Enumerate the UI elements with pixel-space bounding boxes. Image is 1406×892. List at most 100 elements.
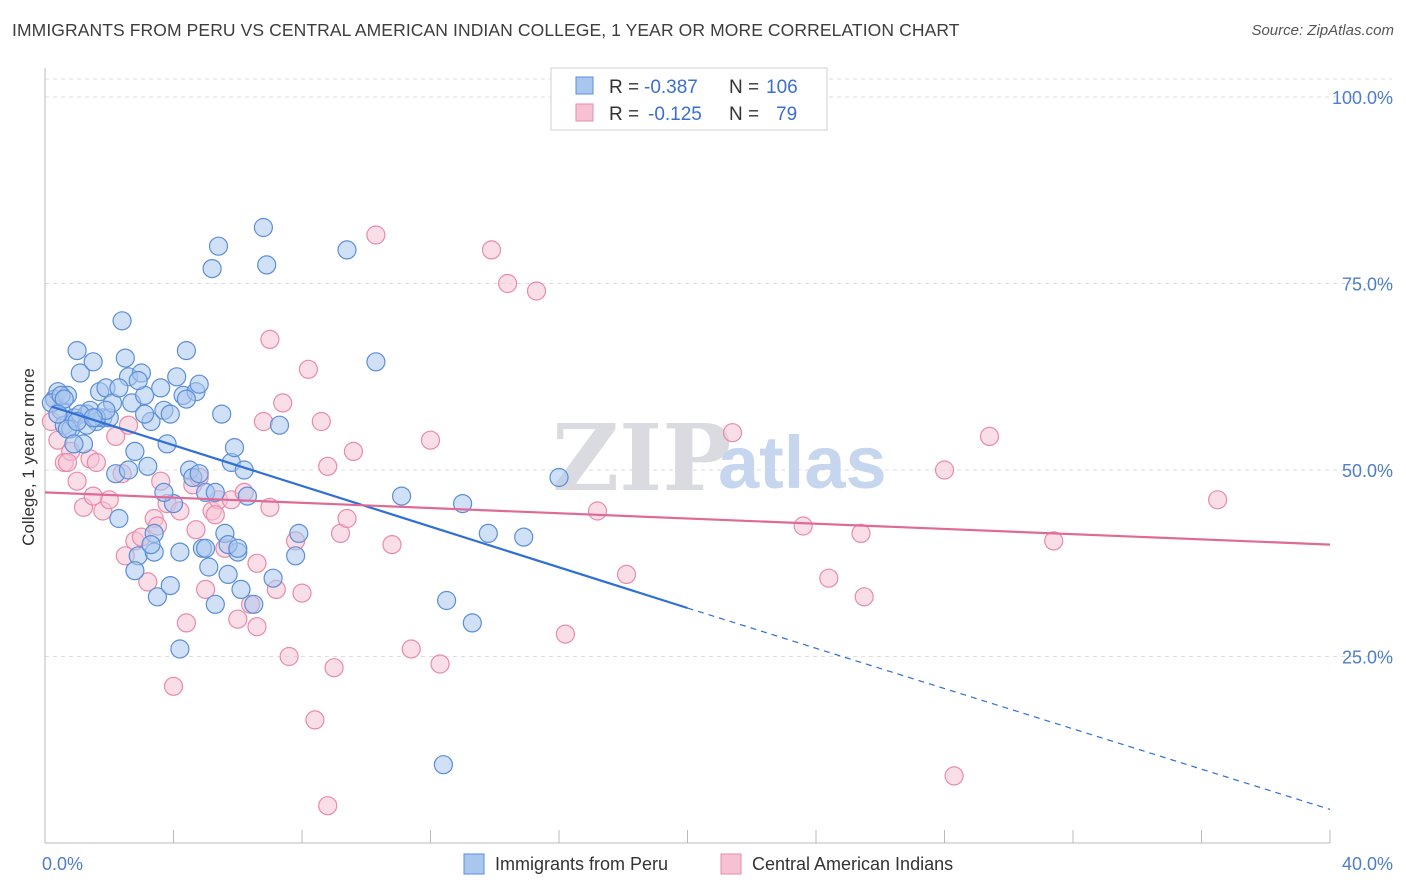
peru-point-64 — [263, 568, 283, 588]
central-american-point-66 — [979, 426, 1000, 446]
peru-point-48 — [199, 557, 219, 577]
peru-point-87 — [109, 378, 129, 398]
peru-point-51 — [208, 236, 229, 256]
y-axis-title: College, 1 year or more — [19, 368, 38, 546]
peru-point-89 — [128, 370, 148, 391]
peru-point-60 — [237, 486, 257, 506]
central-american-point-77 — [260, 329, 280, 349]
central-american-point-41 — [305, 710, 325, 730]
central-american-point-67 — [1044, 531, 1064, 551]
central-american-point-42 — [311, 411, 331, 432]
peru-point-22 — [115, 348, 135, 368]
peru-point-76 — [514, 527, 534, 547]
legend-swatch-central-american — [575, 103, 594, 122]
peru-point-33 — [151, 378, 171, 398]
peru-point-92 — [154, 482, 174, 502]
central-american-point-52 — [430, 654, 450, 674]
peru-point-56 — [224, 438, 245, 458]
legend-n-label-central-american: N = — [729, 104, 759, 125]
chart-title: IMMIGRANTS FROM PERU VS CENTRAL AMERICAN… — [12, 20, 960, 40]
correlation-legend: R = -0.387 N = 106 R = -0.125 N = 79 — [550, 67, 828, 131]
peru-point-32 — [147, 587, 167, 607]
central-american-point-49 — [382, 534, 402, 555]
peru-point-54 — [218, 564, 238, 585]
legend-r-value-central-american: -0.125 — [648, 104, 702, 125]
central-american-point-64 — [934, 460, 955, 480]
legend-n-value-central-american: 79 — [776, 104, 797, 125]
peru-point-49 — [202, 259, 222, 279]
central-american-point-9 — [99, 490, 119, 510]
central-american-point-65 — [944, 766, 964, 786]
central-american-trend-line — [44, 491, 1331, 546]
peru-point-100 — [228, 538, 248, 558]
peru-point-71 — [433, 755, 453, 775]
peru-point-82 — [64, 434, 84, 454]
central-american-point-21 — [176, 613, 196, 633]
peru-point-97 — [196, 538, 216, 558]
peru-point-58 — [231, 579, 251, 600]
peru-point-8 — [70, 363, 90, 383]
central-american-point-24 — [196, 579, 216, 600]
peru-point-68 — [337, 240, 357, 260]
peru-trend-extension — [687, 607, 1331, 811]
peru-point-94 — [170, 542, 190, 562]
peru-point-41 — [176, 341, 196, 361]
trend-lines — [44, 405, 1331, 811]
peru-point-62 — [253, 217, 273, 238]
peru-trend-line — [51, 405, 688, 610]
peru-point-45 — [189, 374, 209, 394]
gridlines — [45, 78, 1392, 657]
peru-point-39 — [170, 639, 190, 659]
central-american-point-32 — [247, 553, 267, 573]
central-american-point-61 — [819, 568, 839, 588]
central-american-point-36 — [273, 393, 293, 413]
peru-point-12 — [83, 352, 103, 372]
bottom-legend-label-central-american: Central American Indians — [752, 854, 953, 874]
central-american-point-39 — [292, 583, 312, 603]
peru-point-105 — [141, 534, 161, 555]
legend-r-value-peru: -0.387 — [644, 77, 698, 98]
central-american-point-54 — [498, 273, 518, 294]
central-american-point-62 — [851, 523, 871, 544]
y-tick-label-100: 100.0% — [1332, 88, 1393, 108]
legend-n-value-peru: 106 — [766, 77, 798, 98]
legend-n-label-peru: N = — [729, 77, 759, 98]
central-american-point-15 — [138, 572, 158, 592]
peru-point-63 — [257, 255, 277, 275]
peru-point-90 — [135, 404, 155, 424]
central-american-point-53 — [481, 240, 502, 260]
peru-point-69 — [366, 352, 386, 372]
peru-point-95 — [176, 389, 196, 409]
peru-point-20 — [109, 508, 129, 529]
central-american-point-29 — [228, 609, 248, 629]
bottom-legend-label-peru: Immigrants from Peru — [495, 854, 668, 874]
legend-r-label-peru: R = — [609, 77, 639, 98]
peru-point-72 — [437, 590, 457, 611]
watermark-zip: ZIP — [552, 404, 731, 512]
peru-point-7 — [67, 341, 87, 361]
peru-point-52 — [212, 404, 232, 424]
central-american-point-55 — [526, 281, 547, 301]
central-american-point-74 — [186, 520, 206, 540]
axis-labels: 25.0% 50.0% 75.0% 100.0% 0.0% 40.0% College, 1… — [19, 88, 1393, 874]
central-american-point-75 — [247, 617, 267, 637]
peru-point-66 — [286, 546, 306, 566]
central-american-point-33 — [253, 411, 273, 432]
axes — [44, 68, 1331, 844]
legend-r-label-central-american: R = — [609, 104, 639, 125]
peru-point-96 — [189, 464, 209, 484]
peru-point-65 — [269, 415, 290, 435]
central-american-point-58 — [616, 564, 637, 585]
central-american-point-71 — [83, 486, 103, 506]
source-label: Source: ZipAtlas.com — [1251, 22, 1394, 39]
peru-point-88 — [118, 460, 139, 480]
bottom-legend-swatch-peru — [463, 853, 485, 875]
central-american-point-76 — [318, 796, 338, 816]
central-american-point-48 — [366, 225, 386, 245]
y-tick-label-75: 75.0% — [1342, 275, 1393, 295]
series-legend: Immigrants from Peru Central American In… — [463, 853, 953, 875]
central-american-point-60 — [793, 516, 813, 536]
y-tick-label-25: 25.0% — [1342, 648, 1393, 668]
peru-point-29 — [138, 456, 158, 476]
central-american-point-50 — [401, 639, 421, 659]
